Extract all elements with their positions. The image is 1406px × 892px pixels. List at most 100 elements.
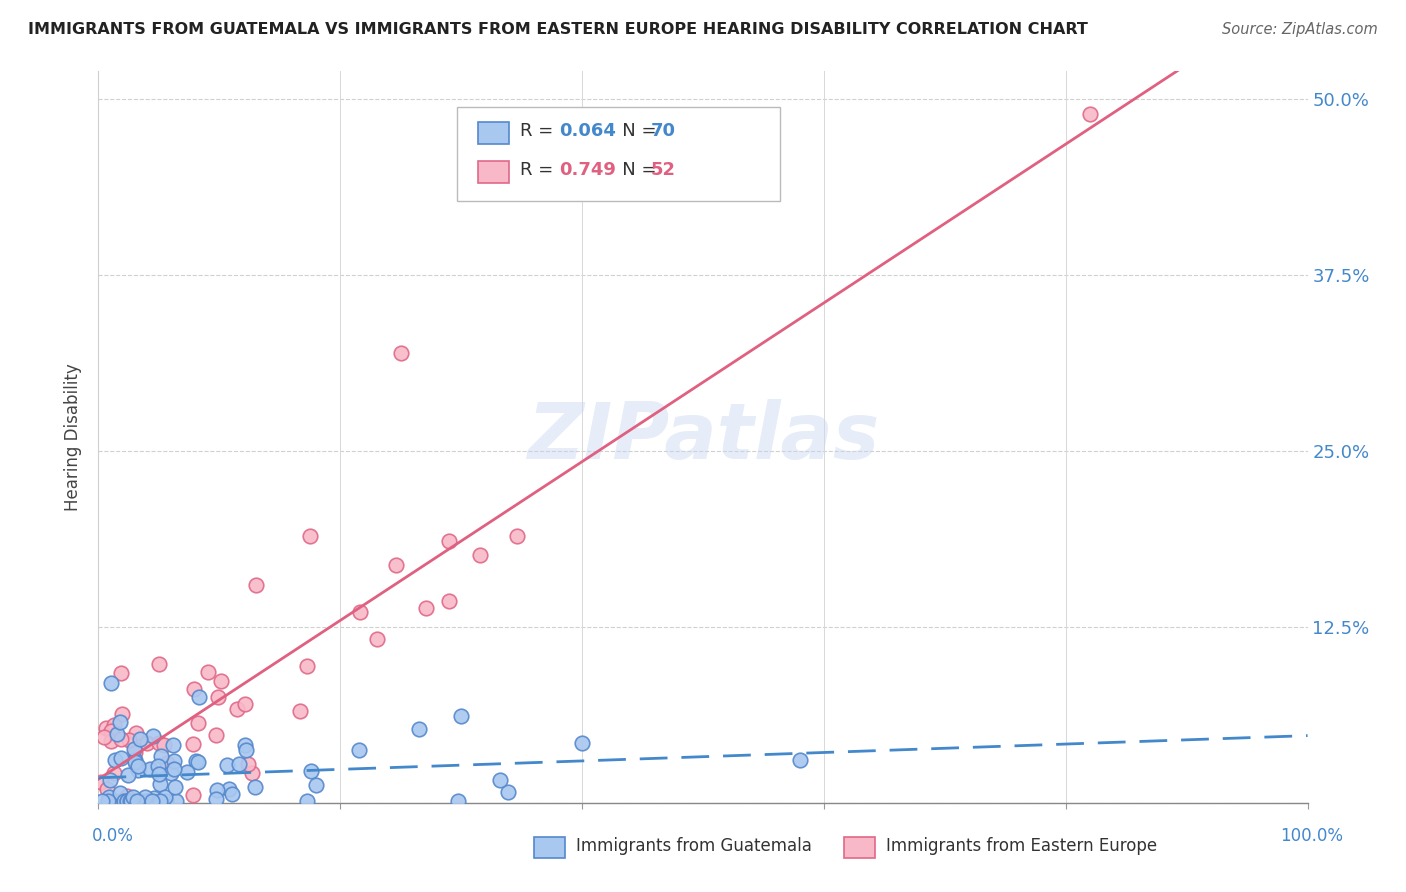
Point: [110, 751, 132, 765]
Point: [506, 528, 529, 542]
Point: [160, 765, 183, 780]
Point: [156, 756, 179, 770]
Text: 0.064: 0.064: [560, 122, 616, 140]
Point: [242, 766, 264, 780]
Point: [389, 345, 412, 359]
Point: [148, 736, 170, 750]
Point: [149, 777, 172, 791]
Point: [176, 764, 198, 779]
Point: [135, 794, 157, 808]
Point: [181, 737, 204, 751]
Point: [90, 775, 112, 789]
Point: [142, 729, 165, 743]
Point: [366, 632, 388, 646]
Text: 100.0%: 100.0%: [1279, 827, 1343, 845]
Point: [110, 665, 132, 680]
Text: N =: N =: [605, 161, 662, 179]
Point: [139, 762, 162, 776]
Point: [209, 674, 232, 689]
Point: [299, 528, 322, 542]
Point: [197, 665, 219, 679]
Text: 52: 52: [651, 161, 676, 179]
Point: [97, 790, 120, 805]
Point: [165, 794, 187, 808]
Point: [496, 785, 519, 799]
Point: [96, 782, 118, 797]
Point: [181, 788, 204, 802]
Point: [118, 794, 141, 808]
Point: [468, 549, 491, 563]
Point: [110, 786, 132, 800]
Point: [112, 794, 135, 808]
Point: [245, 578, 267, 592]
Point: [789, 753, 811, 767]
Point: [94, 721, 117, 735]
Point: [437, 594, 460, 608]
Point: [124, 756, 146, 770]
Point: [183, 681, 205, 696]
Point: [100, 773, 122, 788]
Point: [125, 726, 148, 740]
Text: Immigrants from Guatemala: Immigrants from Guatemala: [576, 837, 813, 855]
Point: [162, 738, 184, 752]
Point: [299, 764, 322, 778]
Point: [143, 790, 166, 805]
Point: [187, 690, 209, 705]
Point: [138, 794, 160, 808]
Text: R =: R =: [520, 122, 560, 140]
Point: [120, 794, 142, 808]
Point: [236, 757, 259, 772]
Point: [205, 791, 228, 805]
Point: [121, 790, 143, 805]
Point: [121, 794, 143, 808]
Point: [134, 789, 156, 804]
Point: [112, 794, 135, 808]
Point: [305, 778, 328, 792]
Point: [115, 789, 138, 803]
Point: [385, 558, 408, 572]
Point: [122, 742, 145, 756]
Point: [488, 773, 510, 788]
Point: [186, 756, 208, 770]
Point: [115, 794, 138, 808]
Text: N =: N =: [605, 122, 662, 140]
Point: [155, 789, 177, 804]
Point: [104, 753, 127, 767]
Point: [118, 732, 141, 747]
Point: [127, 763, 149, 777]
Point: [148, 657, 170, 672]
Point: [127, 794, 149, 808]
Point: [155, 794, 177, 808]
Point: [129, 731, 152, 746]
Point: [187, 716, 209, 731]
Point: [162, 754, 184, 768]
Text: 70: 70: [651, 122, 676, 140]
Point: [110, 731, 132, 746]
Point: [105, 727, 128, 741]
Point: [148, 767, 170, 781]
Point: [207, 783, 229, 797]
Point: [103, 766, 125, 780]
Point: [135, 736, 157, 750]
Point: [148, 758, 170, 772]
Text: 0.749: 0.749: [560, 161, 616, 179]
Point: [205, 728, 228, 742]
Point: [235, 743, 257, 757]
Point: [415, 601, 437, 615]
Point: [225, 702, 247, 716]
Point: [128, 794, 150, 808]
Point: [347, 743, 370, 757]
Point: [450, 709, 472, 723]
Point: [141, 794, 163, 808]
Text: R =: R =: [520, 161, 560, 179]
Point: [184, 754, 207, 768]
Point: [1078, 106, 1101, 120]
Point: [235, 698, 257, 712]
Point: [245, 780, 267, 794]
Point: [149, 794, 172, 808]
Point: [100, 734, 122, 748]
Point: [218, 782, 240, 797]
Text: IMMIGRANTS FROM GUATEMALA VS IMMIGRANTS FROM EASTERN EUROPE HEARING DISABILITY C: IMMIGRANTS FROM GUATEMALA VS IMMIGRANTS …: [28, 22, 1088, 37]
Point: [100, 723, 122, 738]
Y-axis label: Hearing Disability: Hearing Disability: [65, 363, 83, 511]
